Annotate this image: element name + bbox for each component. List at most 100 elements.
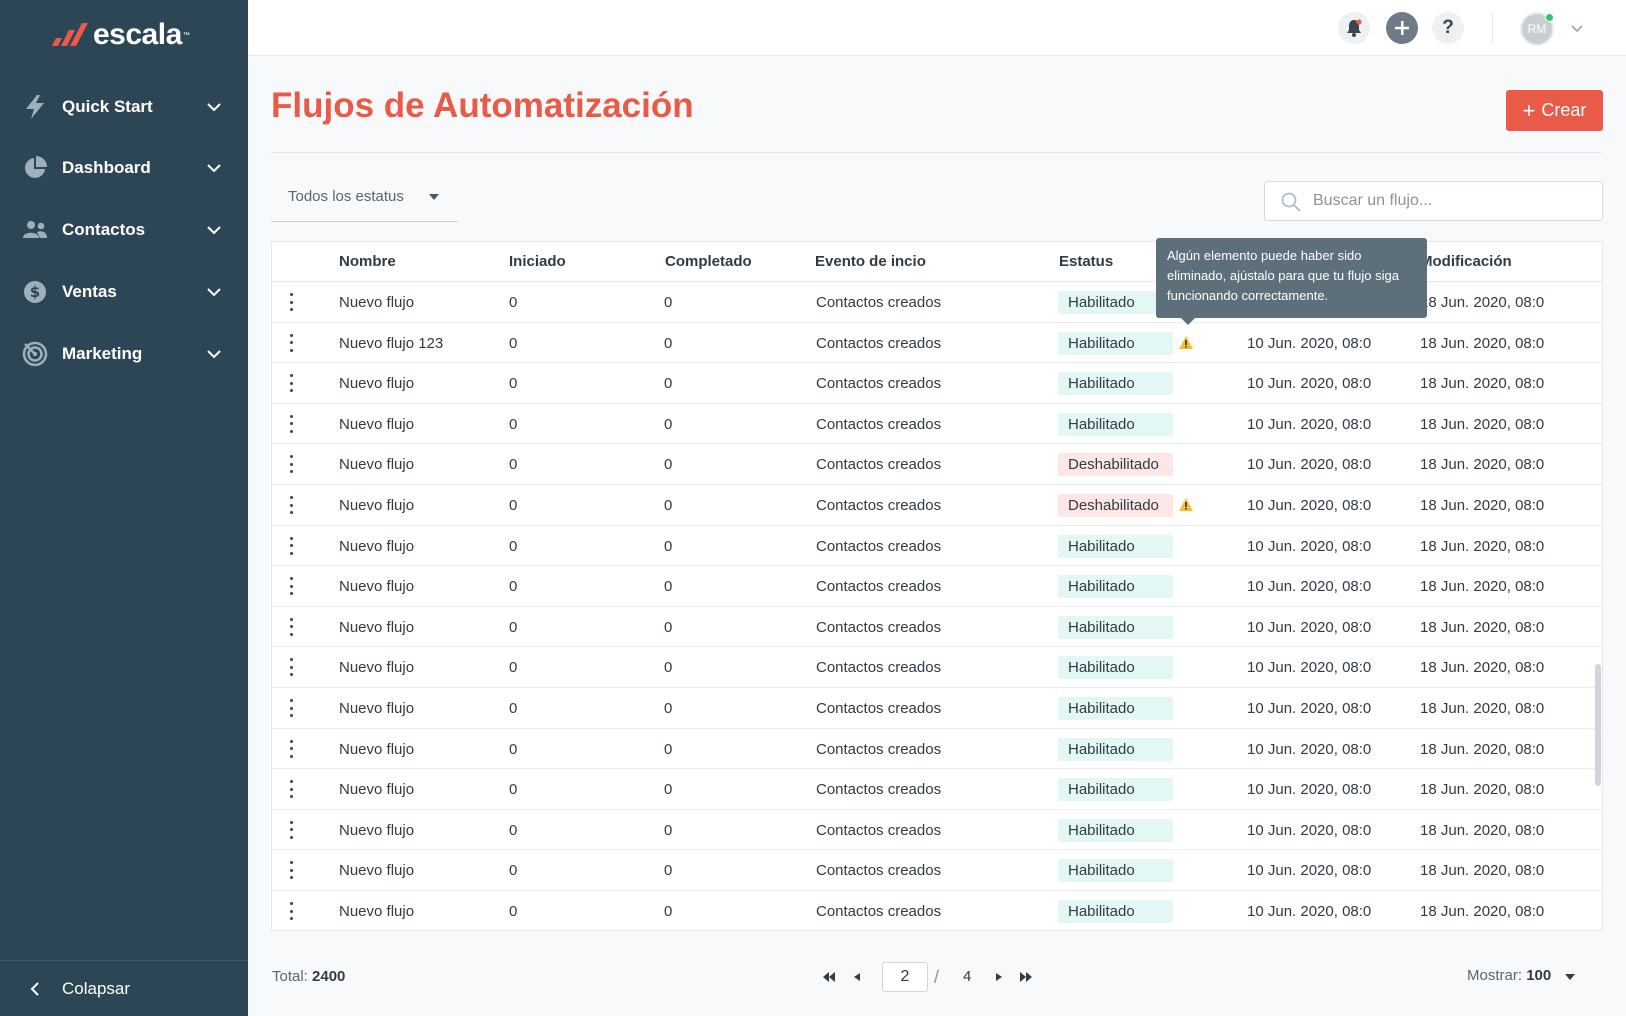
row-actions-menu-icon[interactable] [283, 657, 299, 677]
chevron-down-icon [207, 350, 221, 359]
row-actions-menu-icon[interactable] [283, 536, 299, 556]
total-count: Total: 2400 [272, 968, 345, 985]
column-header-completado[interactable]: Completado [665, 253, 752, 270]
row-actions-menu-icon[interactable] [283, 454, 299, 474]
dollar-icon: $ [22, 279, 48, 305]
row-actions-menu-icon[interactable] [283, 820, 299, 840]
row-actions-menu-icon[interactable] [283, 292, 299, 312]
table-row[interactable]: Nuevo flujo 0 0 Contactos creados 10 Jun. 20… [272, 850, 1602, 891]
cell-evento: Contactos creados [816, 740, 942, 758]
cell-creacion: 10 Jun. 2020, 08:0 [1247, 334, 1372, 352]
row-actions-menu-icon[interactable] [283, 495, 299, 515]
table-row[interactable]: Nuevo flujo 0 0 Contactos creados 10 Jun. 20… [272, 404, 1602, 445]
status-badge: Habilitado [1058, 372, 1173, 396]
first-page-icon[interactable] [822, 970, 836, 984]
column-header-evento[interactable]: Evento de incio [815, 253, 926, 270]
collapse-sidebar-button[interactable]: Colapsar [0, 960, 248, 1016]
pie-chart-icon [22, 155, 48, 181]
cell-completado: 0 [664, 334, 673, 352]
cell-iniciado: 0 [509, 578, 518, 596]
table-row[interactable]: Nuevo flujo 123 0 0 Contactos creados 10 Jun… [272, 323, 1602, 364]
table-row[interactable]: Nuevo flujo 0 0 Contactos creados 10 Jun. 20… [272, 566, 1602, 607]
previous-page-icon[interactable] [850, 970, 864, 984]
cell-modificacion: 18 Jun. 2020, 08:0 [1420, 334, 1545, 352]
caret-down-icon[interactable] [1565, 974, 1575, 980]
row-actions-menu-icon[interactable] [283, 576, 299, 596]
table-row[interactable]: Nuevo flujo 0 0 Contactos creados 10 Jun. 20… [272, 526, 1602, 567]
column-header-modificacion[interactable]: Modificación [1420, 253, 1512, 270]
row-actions-menu-icon[interactable] [283, 414, 299, 434]
avatar[interactable]: RM [1520, 12, 1554, 46]
target-icon [22, 341, 48, 367]
cell-iniciado: 0 [509, 415, 518, 433]
row-actions-menu-icon[interactable] [283, 739, 299, 759]
status-badge: Habilitado [1058, 900, 1173, 923]
cell-evento: Contactos creados [816, 497, 942, 514]
sidebar-item-contactos[interactable]: Contactos [0, 205, 248, 255]
warning-icon[interactable] [1178, 335, 1194, 350]
column-header-nombre[interactable]: Nombre [339, 253, 396, 270]
cell-nombre: Nuevo flujo [339, 578, 415, 596]
page-separator: / [934, 967, 940, 987]
cell-completado: 0 [664, 415, 673, 433]
cell-nombre: Nuevo flujo [339, 781, 415, 799]
row-actions-menu-icon[interactable] [283, 779, 299, 799]
row-actions-menu-icon[interactable] [283, 901, 299, 921]
logo-trademark: ™ [182, 31, 190, 39]
sidebar-item-marketing[interactable]: Marketing [0, 329, 248, 379]
cell-modificacion: 18 Jun. 2020, 08:0 [1420, 740, 1545, 758]
notifications-button[interactable] [1338, 12, 1370, 44]
last-page-icon[interactable] [1019, 970, 1033, 984]
row-actions-menu-icon[interactable] [283, 333, 299, 353]
row-actions-menu-icon[interactable] [283, 617, 299, 637]
sidebar-item-ventas[interactable]: $ Ventas [0, 267, 248, 317]
table-row[interactable]: Nuevo flujo 0 0 Contactos creados 10 Jun. 20… [272, 729, 1602, 770]
table-row[interactable]: Nuevo flujo 0 0 Contactos creados 10 Jun. 20… [272, 444, 1602, 485]
table-row[interactable]: Nuevo flujo 0 0 Contactos creados 10 Jun. 20… [272, 891, 1602, 930]
page-size-selector[interactable]: Mostrar: 100 [1467, 967, 1551, 984]
cell-creacion: 10 Jun. 2020, 08:0 [1247, 537, 1372, 555]
search-input[interactable] [1313, 182, 1593, 220]
sidebar-item-dashboard[interactable]: Dashboard [0, 143, 248, 193]
sidebar-item-label: Contactos [62, 220, 146, 239]
cell-completado: 0 [664, 700, 673, 717]
quick-add-button[interactable] [1386, 12, 1418, 44]
page-size-label: Mostrar: [1467, 967, 1523, 984]
logo[interactable]: escala ™ [50, 18, 190, 52]
row-actions-menu-icon[interactable] [283, 373, 299, 393]
chevron-down-icon[interactable] [1570, 22, 1584, 36]
cell-nombre: Nuevo flujo [339, 375, 415, 393]
table-row[interactable]: Nuevo flujo 0 0 Contactos creados 10 Jun. 20… [272, 485, 1602, 526]
cell-creacion: 10 Jun. 2020, 08:0 [1247, 618, 1372, 636]
table-row[interactable]: Nuevo flujo 0 0 Contactos creados 10 Jun. 20… [272, 769, 1602, 810]
cell-evento: Contactos creados [816, 456, 942, 474]
cell-evento: Contactos creados [816, 903, 942, 920]
logo-text: escala [93, 18, 182, 51]
column-header-estatus[interactable]: Estatus [1059, 253, 1114, 270]
next-page-icon[interactable] [992, 970, 1006, 984]
row-actions-menu-icon[interactable] [283, 860, 299, 880]
search-icon [1281, 192, 1301, 212]
cell-modificacion: 18 Jun. 2020, 08:0 [1420, 375, 1545, 393]
status-filter-dropdown[interactable]: Todos los estatus [271, 176, 458, 222]
column-header-iniciado[interactable]: Iniciado [509, 253, 566, 270]
table-row[interactable]: Nuevo flujo 0 0 Contactos creados 10 Jun. 20… [272, 647, 1602, 688]
sidebar-item-quick-start[interactable]: Quick Start [0, 82, 248, 132]
table-row[interactable]: Nuevo flujo 0 0 Contactos creados 10 Jun. 20… [272, 607, 1602, 648]
cell-creacion: 10 Jun. 2020, 08:0 [1247, 578, 1372, 596]
cell-evento: Contactos creados [816, 578, 942, 596]
topbar-divider [1492, 14, 1493, 42]
row-actions-menu-icon[interactable] [283, 698, 299, 718]
table-row[interactable]: Nuevo flujo 0 0 Contactos creados 18 Jun. 20… [272, 282, 1602, 323]
table-scrollbar[interactable] [1595, 664, 1601, 786]
create-button[interactable]: + Crear [1506, 90, 1603, 131]
cell-iniciado: 0 [509, 618, 518, 636]
help-button[interactable]: ? [1432, 12, 1464, 44]
cell-modificacion: 18 Jun. 2020, 08:0 [1420, 903, 1545, 920]
warning-icon[interactable] [1178, 497, 1194, 512]
cell-modificacion: 18 Jun. 2020, 08:0 [1420, 578, 1545, 596]
table-row[interactable]: Nuevo flujo 0 0 Contactos creados 10 Jun. 20… [272, 688, 1602, 729]
table-row[interactable]: Nuevo flujo 0 0 Contactos creados 10 Jun. 20… [272, 363, 1602, 404]
page-number-input[interactable] [882, 962, 928, 992]
table-row[interactable]: Nuevo flujo 0 0 Contactos creados 10 Jun. 20… [272, 810, 1602, 851]
